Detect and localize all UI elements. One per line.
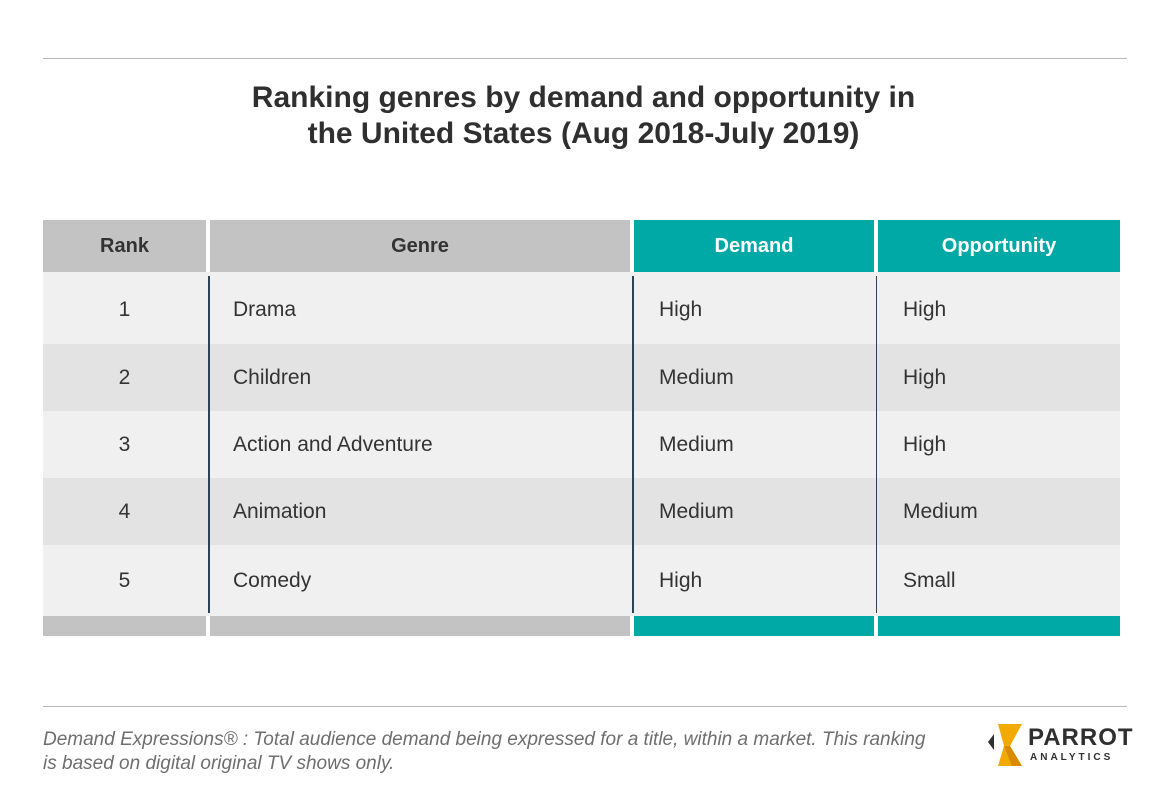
cell-genre: Action and Adventure bbox=[233, 432, 433, 456]
title-line-2: the United States (Aug 2018-July 2019) bbox=[307, 117, 860, 150]
cell-demand: High bbox=[659, 298, 703, 321]
cell-opportunity: Small bbox=[903, 568, 956, 592]
column-gap bbox=[630, 220, 634, 272]
cell-rank: 2 bbox=[118, 365, 131, 389]
footnote: Demand Expressions® : Total audience dem… bbox=[43, 728, 963, 776]
column-header-genre: Genre bbox=[210, 220, 630, 272]
column-gap bbox=[874, 616, 878, 636]
table-row bbox=[43, 545, 1120, 616]
cell-rank: 4 bbox=[118, 499, 131, 523]
cell-genre: Animation bbox=[233, 499, 327, 523]
table-row bbox=[43, 411, 1120, 478]
table-footer-band bbox=[210, 616, 630, 636]
table-row bbox=[43, 344, 1120, 411]
cell-genre: Drama bbox=[233, 298, 297, 321]
table-row bbox=[43, 478, 1120, 545]
top-divider bbox=[43, 58, 1127, 59]
ranking-table: Rank Genre Demand Opportunity 1 Drama High High… bbox=[43, 220, 1120, 636]
page-title: Ranking genres by demand and opportunity… bbox=[0, 80, 1167, 152]
cell-opportunity: High bbox=[903, 365, 947, 389]
footnote-line-1: Demand Expressions® : Total audience dem… bbox=[43, 729, 926, 750]
cell-opportunity: High bbox=[903, 432, 947, 456]
column-divider bbox=[208, 276, 210, 613]
table-row bbox=[43, 276, 1120, 344]
title-line-1: Ranking genres by demand and opportunity… bbox=[251, 81, 916, 114]
column-divider bbox=[876, 276, 877, 613]
column-divider bbox=[632, 276, 634, 613]
column-gap bbox=[874, 220, 878, 272]
logo-subtitle: ANALYTICS bbox=[1030, 752, 1114, 763]
cell-demand: Medium bbox=[659, 499, 734, 523]
parrot-logo-icon bbox=[988, 724, 1022, 766]
bottom-divider bbox=[43, 706, 1127, 707]
column-gap bbox=[630, 616, 634, 636]
cell-rank: 3 bbox=[118, 432, 131, 456]
cell-genre: Children bbox=[233, 365, 312, 389]
cell-genre: Comedy bbox=[233, 568, 312, 592]
cell-rank: 5 bbox=[118, 568, 131, 592]
column-header-demand: Demand bbox=[634, 220, 874, 272]
footnote-line-2: is based on digital original TV shows on… bbox=[43, 753, 395, 774]
column-gap bbox=[206, 220, 210, 272]
cell-demand: Medium bbox=[659, 432, 734, 456]
logo-name: PARROT bbox=[1028, 724, 1134, 751]
table-footer-band bbox=[43, 616, 206, 636]
cell-opportunity: Medium bbox=[903, 499, 978, 523]
cell-rank: 1 bbox=[118, 298, 131, 321]
parrot-analytics-logo: PARROT ANALYTICS bbox=[982, 718, 1134, 768]
column-gap bbox=[206, 616, 210, 636]
column-header-opportunity: Opportunity bbox=[878, 220, 1120, 272]
table-footer-band bbox=[634, 616, 874, 636]
column-header-rank: Rank bbox=[43, 220, 206, 272]
cell-demand: High bbox=[659, 568, 703, 592]
cell-opportunity: High bbox=[903, 298, 947, 321]
cell-demand: Medium bbox=[659, 365, 734, 389]
table-footer-band bbox=[878, 616, 1120, 636]
